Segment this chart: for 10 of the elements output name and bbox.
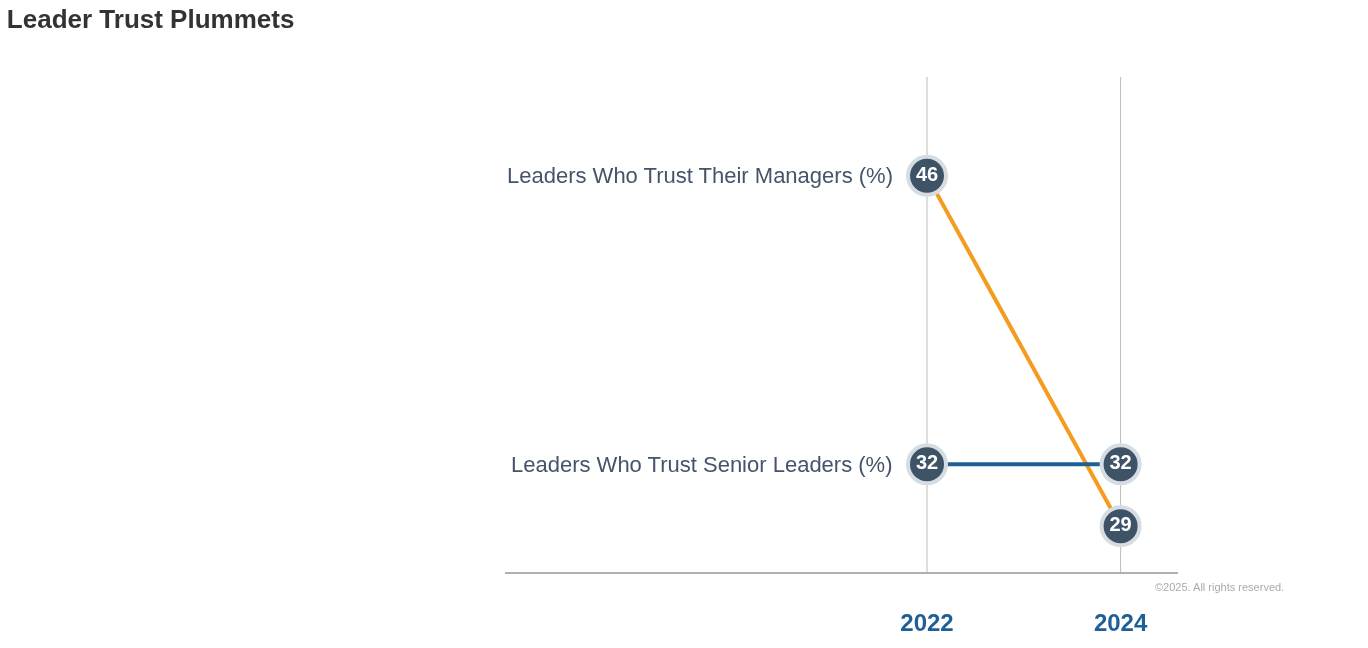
text: ©2025. All rights reserved.	[1155, 581, 1285, 593]
text: Leader Trust Plummets	[6, 3, 295, 34]
x-tick-label: 2022	[900, 608, 954, 636]
data-label: 32	[915, 451, 939, 474]
series-label: Leaders Who Trust Senior Leaders (%)	[511, 452, 893, 477]
x-tick-label: 2024	[1093, 608, 1148, 636]
data-label: 29	[1109, 513, 1132, 536]
data-label: 46	[915, 162, 939, 185]
series-label: Leaders Who Trust Their Managers (%)	[507, 163, 893, 188]
data-label: 32	[1109, 451, 1132, 474]
